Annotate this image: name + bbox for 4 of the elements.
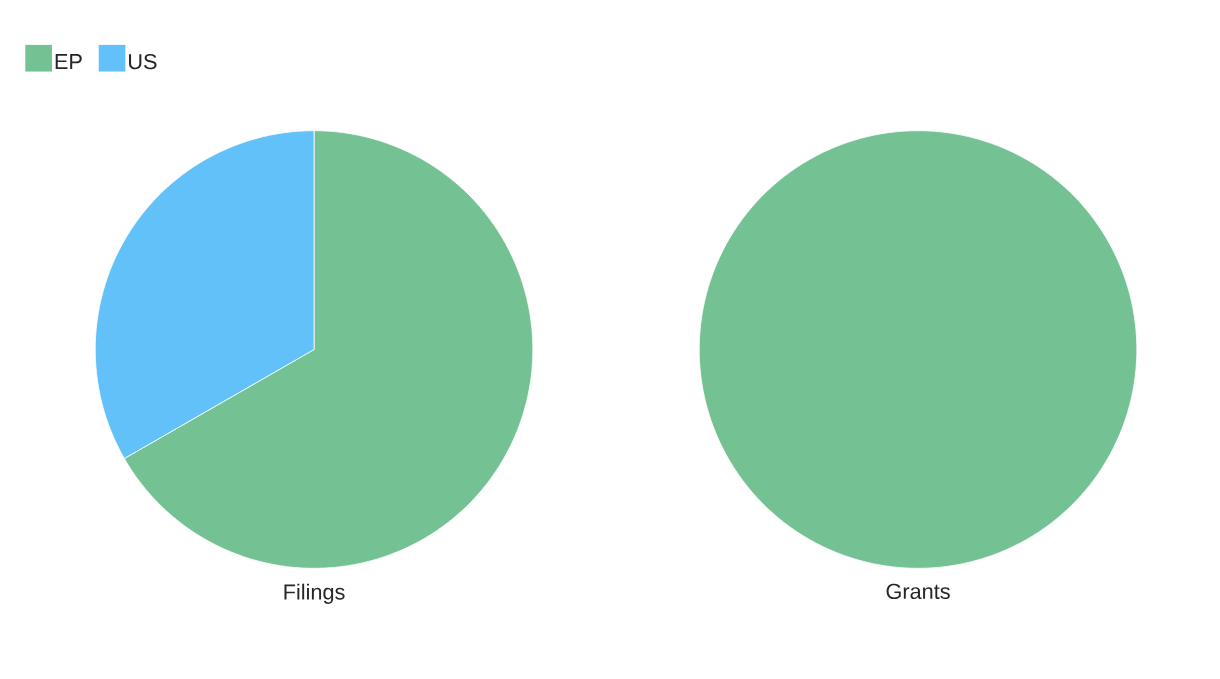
legend-label: EP [55,53,82,69]
slice-label: Filings [284,583,345,604]
slice-label: Grants [886,583,950,599]
legend-label: US [129,53,157,70]
